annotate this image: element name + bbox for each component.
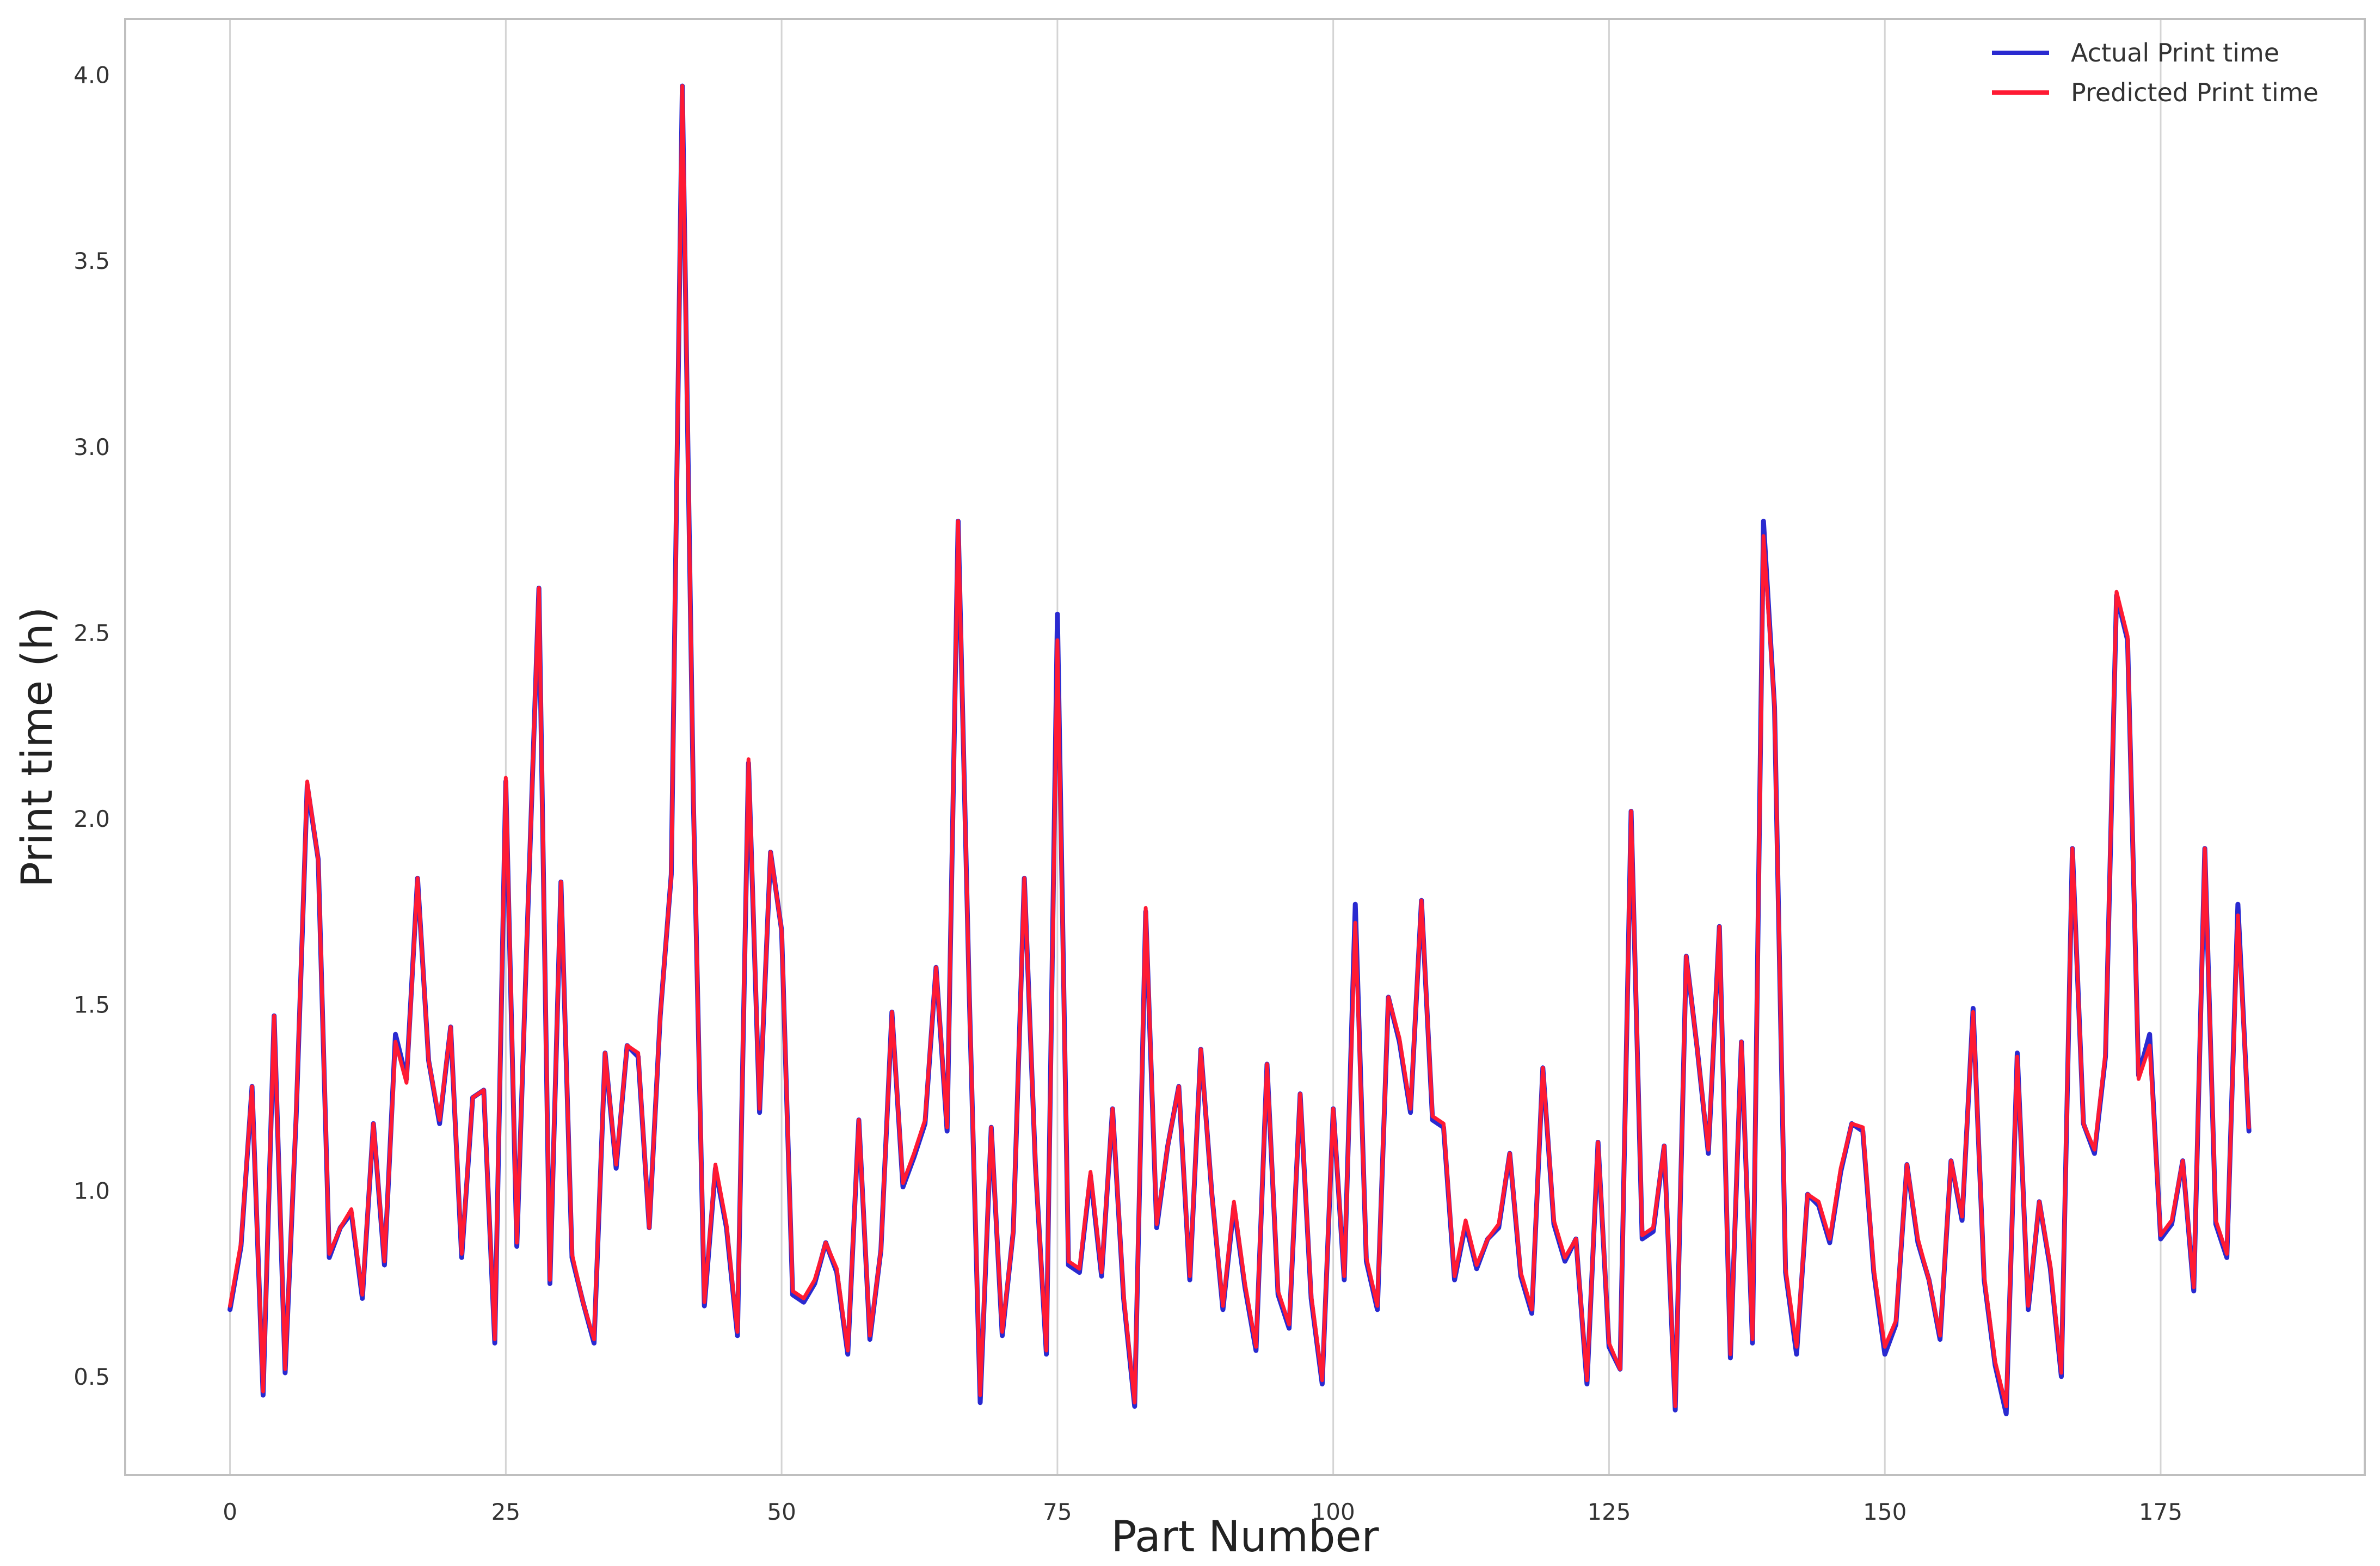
- y-tick-label: 1.0: [73, 1177, 110, 1204]
- x-tick-label: 0: [223, 1499, 237, 1525]
- x-tick-label: 75: [1043, 1499, 1072, 1525]
- y-tick-label: 2.5: [73, 619, 110, 646]
- x-tick-label: 25: [491, 1499, 520, 1525]
- x-tick-label: 175: [2139, 1499, 2182, 1525]
- y-tick-labels: 0.5 1.0 1.5 2.0 2.5 3.0 3.5 4.0: [73, 62, 110, 1390]
- y-axis-title: Print time (h): [13, 607, 62, 888]
- y-tick-label: 3.0: [73, 434, 110, 460]
- x-tick-label: 125: [1587, 1499, 1631, 1525]
- y-tick-label: 4.0: [73, 62, 110, 88]
- legend-label-actual: Actual Print time: [2071, 38, 2279, 67]
- x-tick-labels: 0 25 50 75 100 125 150 175: [223, 1499, 2182, 1525]
- series-line-predicted: [228, 84, 2251, 1409]
- x-tick-label: 150: [1863, 1499, 1907, 1525]
- grid-layer: [229, 19, 2162, 1475]
- legend-label-predicted: Predicted Print time: [2071, 78, 2318, 107]
- x-axis-title: Part Number: [1111, 1513, 1379, 1562]
- y-tick-label: 3.5: [73, 248, 110, 274]
- plot-frame: [124, 18, 2366, 1476]
- x-tick-label: 50: [767, 1499, 796, 1525]
- legend: Actual Print time Predicted Print time: [1992, 38, 2318, 107]
- y-tick-label: 2.0: [73, 806, 110, 832]
- y-tick-label: 1.5: [73, 992, 110, 1018]
- y-tick-label: 0.5: [73, 1364, 110, 1390]
- series-layer: [227, 83, 2252, 1416]
- x-tick-label: 100: [1312, 1499, 1355, 1525]
